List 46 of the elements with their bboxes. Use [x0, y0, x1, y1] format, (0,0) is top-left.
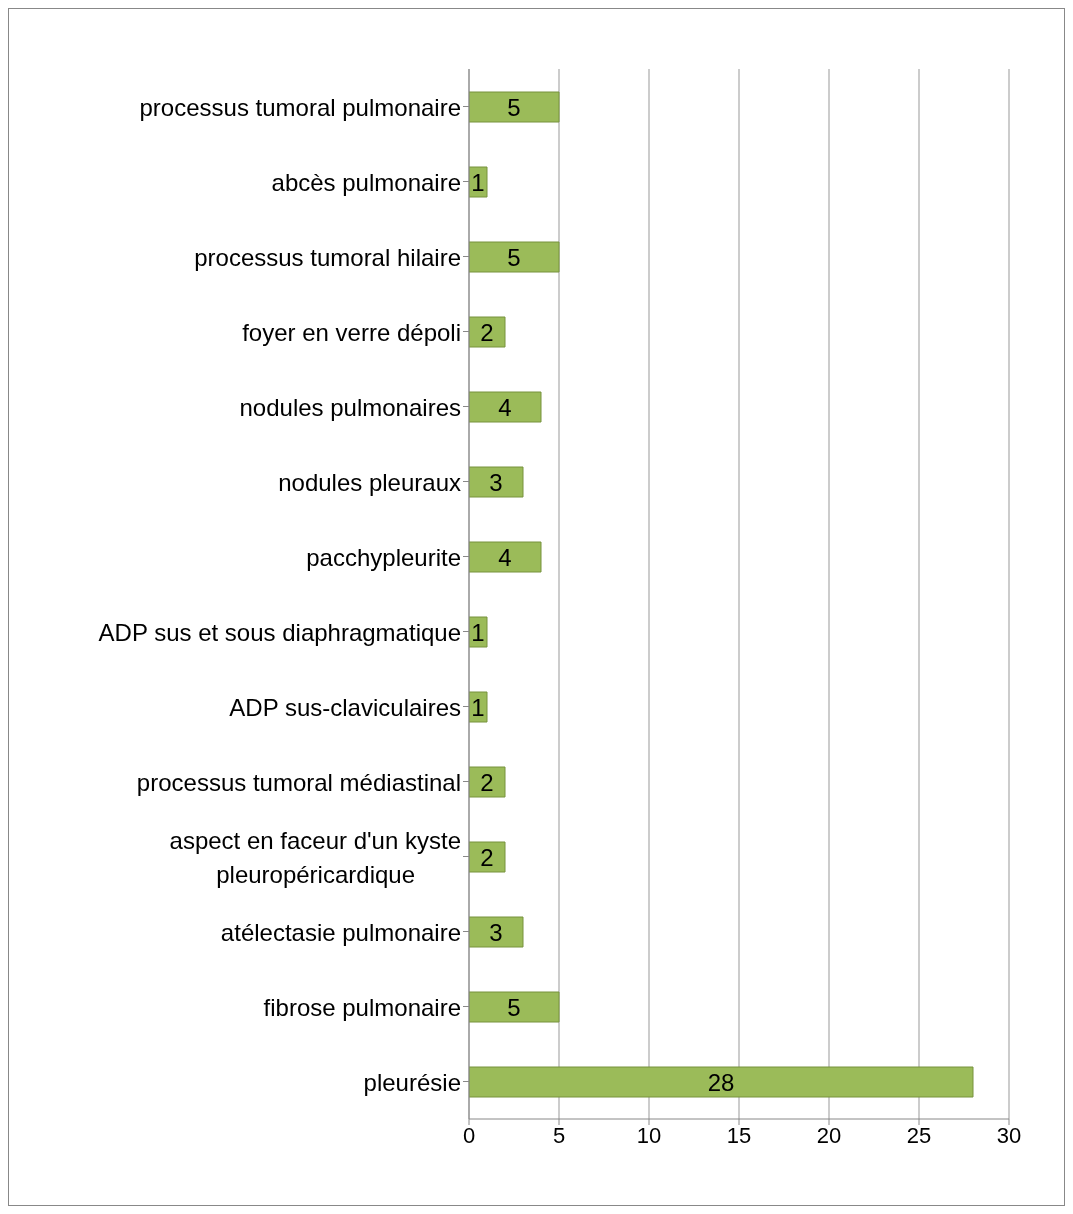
bar: [469, 1066, 974, 1098]
bar: [469, 391, 542, 423]
y-tick-label: pleurésie: [363, 1068, 461, 1095]
y-tick-label: atélectasie pulmonaire: [220, 918, 461, 945]
data-label: 4: [498, 393, 512, 421]
data-label: 5: [507, 93, 521, 121]
x-tick-label: 15: [726, 1122, 752, 1148]
bar: [469, 241, 560, 273]
y-tick-label: abcès pulmonaire: [271, 168, 461, 195]
y-tick-label: fibrose pulmonaire: [263, 993, 461, 1020]
data-label: 3: [489, 918, 503, 946]
y-tick-label: pacchypleurite: [306, 543, 461, 570]
bar: [469, 841, 506, 873]
x-tick-label: 25: [906, 1122, 932, 1148]
bar: [469, 91, 560, 123]
y-tick-label: processus tumoral pulmonaire: [139, 93, 461, 120]
y-tick-label: foyer en verre dépoli: [242, 318, 461, 345]
data-label: 1: [471, 168, 485, 196]
bar: [469, 316, 506, 348]
x-tick-label: 30: [996, 1122, 1022, 1148]
data-label: 2: [480, 768, 494, 796]
y-tick-label: nodules pleuraux: [278, 468, 461, 495]
bar: [469, 541, 542, 573]
x-tick-label: 20: [816, 1122, 842, 1148]
data-label: 3: [489, 468, 503, 496]
y-tick-label: ADP sus-claviculaires: [229, 693, 461, 720]
y-tick-label: ADP sus et sous diaphragmatique: [98, 618, 461, 645]
data-label: 1: [471, 618, 485, 646]
x-tick-label: 5: [552, 1122, 566, 1148]
data-label: 1: [471, 693, 485, 721]
x-tick-label: 10: [636, 1122, 662, 1148]
y-tick-label: aspect en faceur d'un kyste pleuropéricardique: [169, 826, 461, 887]
data-label: 2: [480, 843, 494, 871]
data-label: 5: [507, 993, 521, 1021]
bar: [469, 916, 524, 948]
data-label: 2: [480, 318, 494, 346]
data-label: 4: [498, 543, 512, 571]
bar: [469, 766, 506, 798]
data-label: 5: [507, 243, 521, 271]
data-label: 28: [707, 1068, 735, 1096]
y-tick-label: processus tumoral médiastinal: [136, 768, 461, 795]
y-tick-label: nodules pulmonaires: [239, 393, 461, 420]
bar: [469, 466, 524, 498]
x-tick-label: 0: [462, 1122, 476, 1148]
y-tick-label: processus tumoral hilaire: [194, 243, 461, 270]
bar: [469, 991, 560, 1023]
